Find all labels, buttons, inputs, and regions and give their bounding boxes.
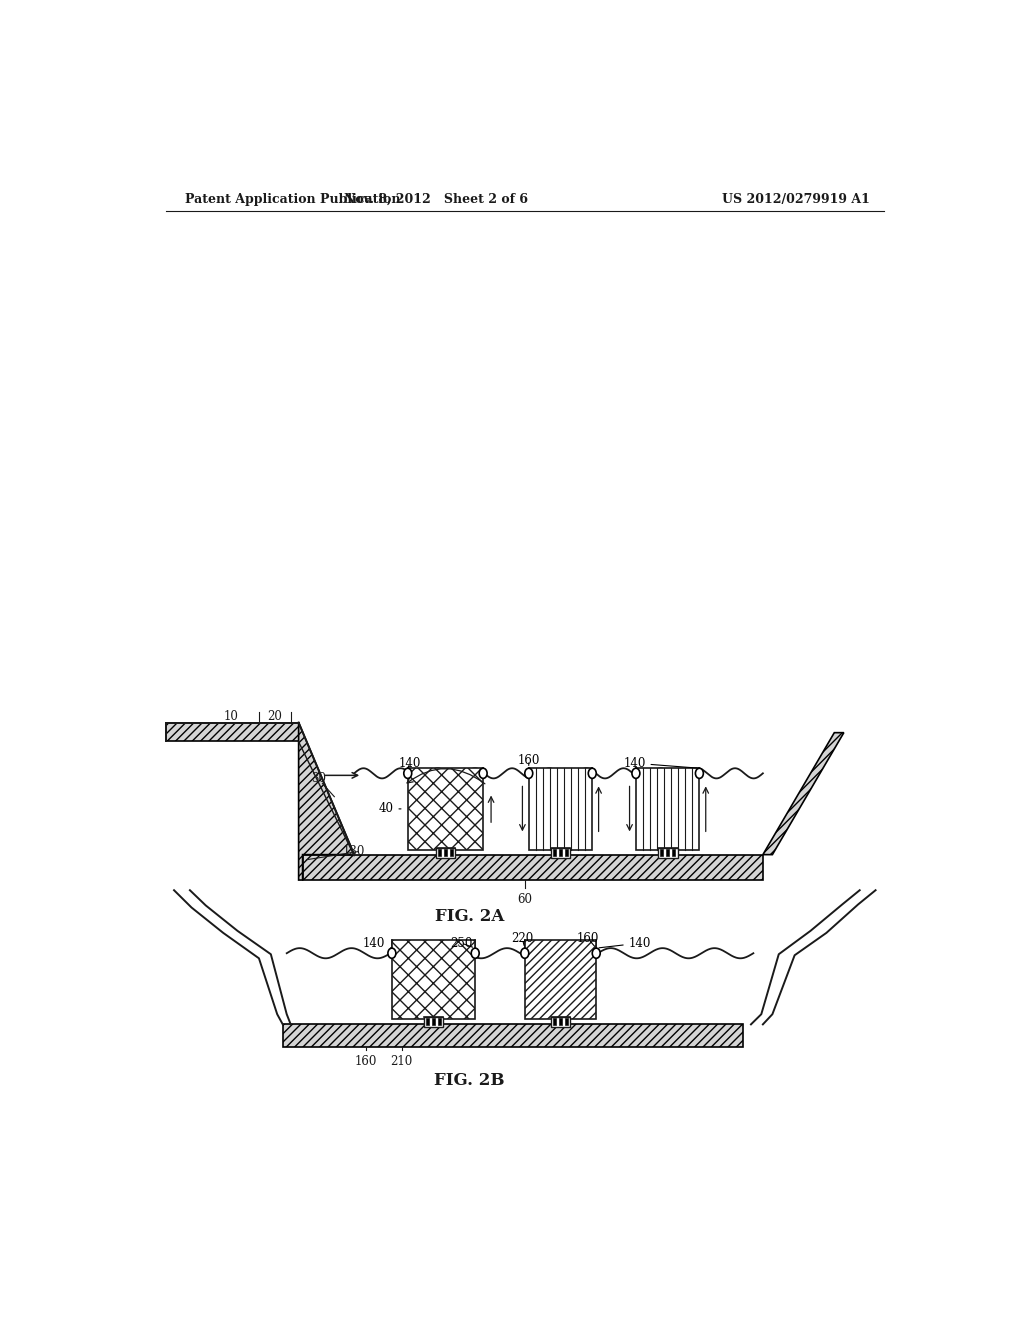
Circle shape xyxy=(479,768,487,779)
Text: 60: 60 xyxy=(517,894,532,907)
Text: Patent Application Publication: Patent Application Publication xyxy=(185,193,400,206)
Bar xyxy=(551,847,570,858)
Text: 140: 140 xyxy=(624,756,696,770)
Bar xyxy=(565,1018,568,1026)
Bar xyxy=(559,1018,562,1026)
Text: 130: 130 xyxy=(342,845,365,858)
Text: 220: 220 xyxy=(511,932,534,945)
Text: 160: 160 xyxy=(517,754,540,767)
Circle shape xyxy=(521,948,528,958)
Text: US 2012/0279919 A1: US 2012/0279919 A1 xyxy=(722,193,869,206)
Bar xyxy=(438,849,441,855)
Bar xyxy=(524,940,596,1019)
Bar xyxy=(551,1018,570,1027)
Text: 160: 160 xyxy=(578,932,599,946)
Polygon shape xyxy=(299,722,354,880)
Polygon shape xyxy=(763,733,844,854)
Bar xyxy=(657,847,678,858)
Text: 160: 160 xyxy=(355,1055,377,1068)
Bar xyxy=(559,849,562,855)
Bar xyxy=(443,849,447,855)
Circle shape xyxy=(695,768,703,779)
Bar xyxy=(553,849,556,855)
Text: 210: 210 xyxy=(391,1055,413,1068)
Bar xyxy=(666,849,670,855)
Circle shape xyxy=(403,768,412,779)
Bar xyxy=(565,849,568,855)
Bar xyxy=(636,768,699,850)
Text: FIG. 2A: FIG. 2A xyxy=(434,908,504,925)
Bar xyxy=(392,940,475,1019)
Bar xyxy=(553,1018,556,1026)
Text: 140: 140 xyxy=(599,937,651,949)
Text: 140: 140 xyxy=(398,756,421,770)
Text: 30: 30 xyxy=(311,772,326,785)
Bar xyxy=(450,849,453,855)
Text: Nov. 8, 2012   Sheet 2 of 6: Nov. 8, 2012 Sheet 2 of 6 xyxy=(344,193,528,206)
Circle shape xyxy=(471,948,479,958)
Polygon shape xyxy=(166,722,299,741)
Text: 140: 140 xyxy=(362,937,392,949)
Circle shape xyxy=(388,948,396,958)
Circle shape xyxy=(589,768,596,779)
Circle shape xyxy=(632,768,640,779)
Text: 40: 40 xyxy=(379,803,401,816)
Bar xyxy=(438,1018,441,1026)
Bar xyxy=(528,768,592,850)
Text: 250: 250 xyxy=(451,937,473,949)
Text: FIG. 2B: FIG. 2B xyxy=(434,1072,505,1089)
Bar xyxy=(432,1018,435,1026)
Circle shape xyxy=(525,768,532,779)
Bar xyxy=(435,847,456,858)
Text: 20: 20 xyxy=(267,710,283,722)
Polygon shape xyxy=(283,1024,743,1047)
Bar xyxy=(672,849,675,855)
Bar xyxy=(408,768,483,850)
Bar xyxy=(424,1018,443,1027)
Text: 10: 10 xyxy=(223,710,239,722)
Bar xyxy=(426,1018,429,1026)
Bar xyxy=(660,849,664,855)
Polygon shape xyxy=(303,854,763,880)
Circle shape xyxy=(592,948,600,958)
